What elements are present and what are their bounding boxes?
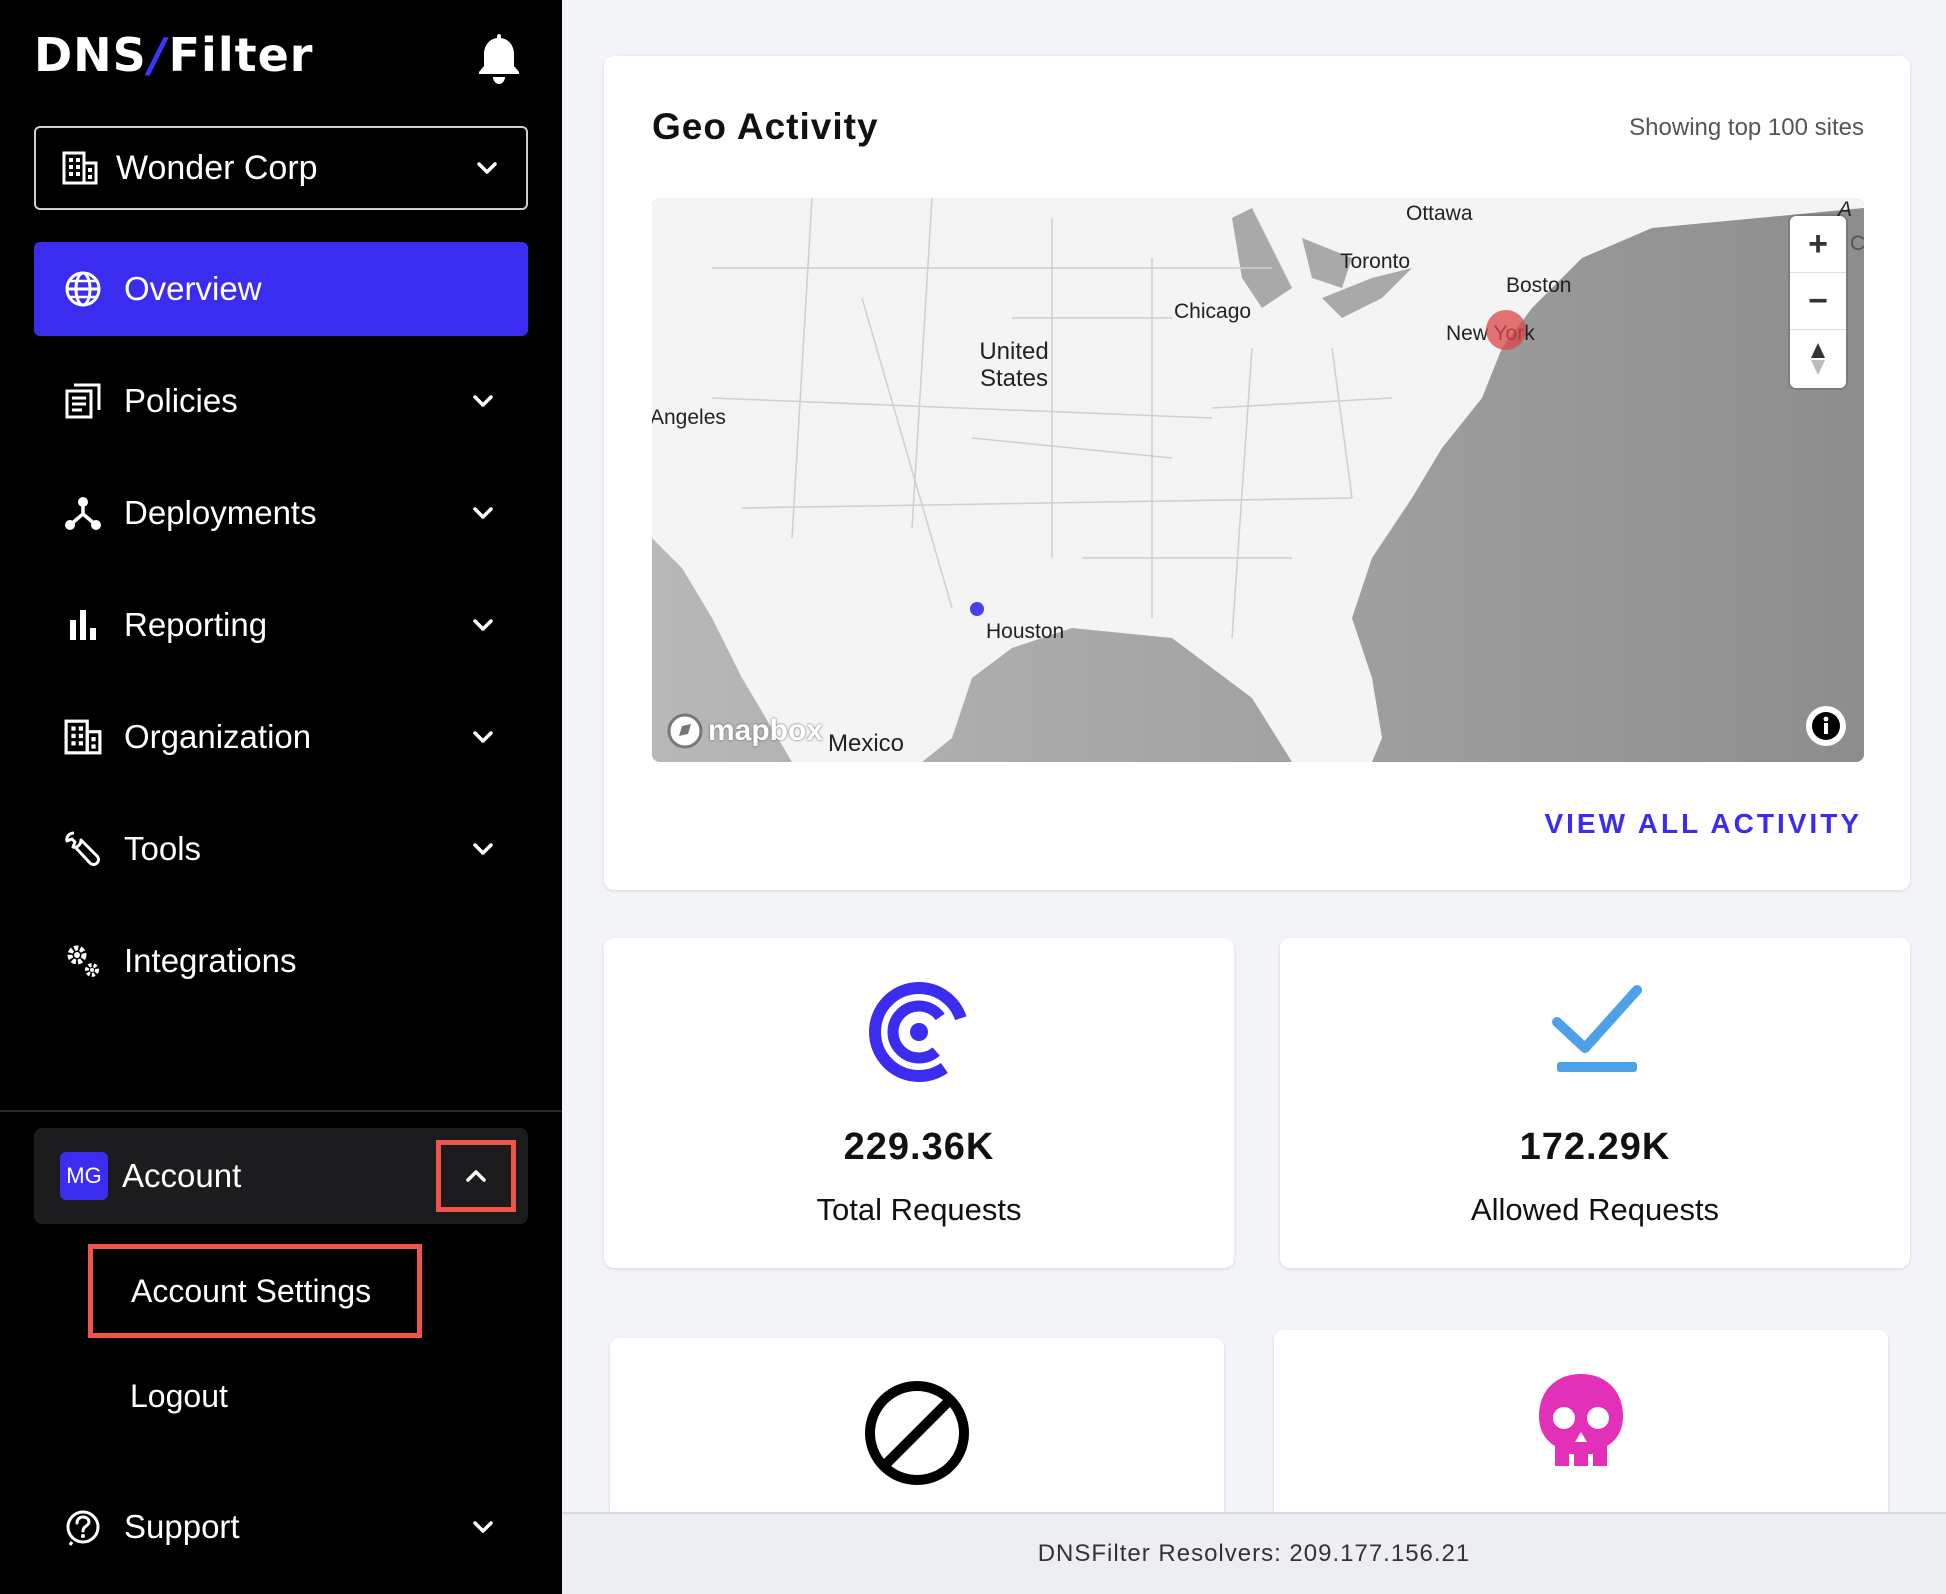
gears-icon: [67, 945, 99, 977]
compass-icon: [1811, 342, 1825, 375]
map-label-edge-c: C: [1850, 232, 1864, 255]
allowed-requests-label: Allowed Requests: [1470, 1192, 1720, 1227]
building-icon: [64, 719, 102, 755]
dnsfilter-logo[interactable]: DNS/Filter: [34, 28, 313, 82]
avatar: MG: [60, 1152, 108, 1200]
sidebar-divider: [0, 1110, 562, 1112]
mapbox-label: mapbox: [708, 714, 824, 747]
zoom-out-button[interactable]: −: [1790, 273, 1846, 330]
geo-map[interactable]: Ottawa Toronto Boston Chicago New York U…: [652, 198, 1864, 762]
sidebar-item-tools[interactable]: Tools: [34, 802, 528, 896]
footer: DNSFilter Resolvers: 209.177.156.21: [562, 1512, 1946, 1594]
block-icon: [865, 1381, 969, 1485]
sidebar-item-integrations[interactable]: Integrations: [34, 914, 528, 1008]
sidebar-item-label: Support: [124, 1508, 240, 1545]
map-label-boston: Boston: [1506, 274, 1572, 297]
allowed-requests-card[interactable]: 172.29K Allowed Requests: [1280, 938, 1910, 1268]
allowed-requests-value: 172.29K: [1519, 1126, 1671, 1168]
geo-activity-card: Geo Activity Showing top 100 sites: [604, 56, 1910, 890]
sidebar-item-overview[interactable]: Overview: [34, 242, 528, 336]
globe-icon: [65, 271, 101, 307]
account-collapse-button[interactable]: [436, 1140, 516, 1212]
chevron-up-icon: [466, 1170, 486, 1182]
compass-button[interactable]: [1790, 330, 1846, 387]
building-icon: [62, 151, 98, 185]
info-icon: [1812, 712, 1840, 740]
sidebar-item-label: Organization: [124, 718, 312, 755]
resolvers-text: DNSFilter Resolvers: 209.177.156.21: [1037, 1540, 1471, 1567]
sidebar-item-label: Overview: [124, 270, 262, 307]
account-settings-label: Account Settings: [131, 1272, 372, 1309]
mapbox-icon: [667, 713, 703, 749]
main-content: Geo Activity Showing top 100 sites: [562, 0, 1946, 1594]
map-marker-new-york[interactable]: [1486, 310, 1526, 350]
logo-text-right: Filter: [168, 28, 314, 82]
total-requests-label: Total Requests: [816, 1192, 1022, 1227]
logo-text-left: DNS: [34, 28, 147, 82]
sidebar-item-support[interactable]: Support: [34, 1480, 528, 1574]
policies-icon: [65, 383, 101, 419]
sidebar-item-label: Policies: [124, 382, 238, 419]
sidebar-item-deployments[interactable]: Deployments: [34, 466, 528, 560]
account-label: Account: [122, 1157, 242, 1194]
chevron-down-icon: [477, 162, 497, 174]
bar-chart-icon: [70, 610, 96, 640]
view-all-activity-link[interactable]: VIEW ALL ACTIVITY: [1544, 808, 1862, 839]
map-zoom-controls: + −: [1790, 216, 1846, 388]
map-label-houston: Houston: [986, 620, 1065, 643]
chevron-down-icon: [473, 507, 493, 519]
map-label-los-angeles: Angeles: [652, 406, 726, 429]
sidebar-item-organization[interactable]: Organization: [34, 690, 528, 784]
total-requests-card[interactable]: 229.36K Total Requests: [604, 938, 1234, 1268]
account-menu[interactable]: MG Account: [34, 1128, 528, 1224]
mapbox-logo[interactable]: mapbox: [666, 712, 823, 750]
deployments-icon: [65, 497, 101, 530]
sidebar-item-label: Reporting: [124, 606, 268, 643]
map-label-ottawa: Ottawa: [1406, 202, 1473, 225]
sidebar-item-label: Deployments: [124, 494, 317, 531]
geo-activity-subtitle: Showing top 100 sites: [1629, 114, 1864, 141]
skull-icon: [1539, 1374, 1623, 1466]
bell-icon[interactable]: [474, 30, 524, 86]
logo-slash: /: [148, 28, 167, 82]
sidebar-item-policies[interactable]: Policies: [34, 354, 528, 448]
account-settings-link[interactable]: Account Settings: [88, 1244, 422, 1338]
chevron-down-icon: [473, 731, 493, 743]
chevron-down-icon: [473, 843, 493, 855]
chevron-down-icon: [473, 1521, 493, 1533]
map-label-mexico: Mexico: [828, 730, 905, 757]
organization-select-value: Wonder Corp: [116, 148, 318, 187]
sidebar-item-label: Integrations: [124, 942, 297, 979]
chevron-down-icon: [473, 395, 493, 407]
wrench-icon: [65, 831, 100, 866]
organization-select[interactable]: Wonder Corp: [34, 126, 528, 210]
map-label-toronto: Toronto: [1340, 250, 1411, 273]
broadcast-icon: [869, 982, 969, 1082]
logo-row: DNS/Filter: [34, 24, 524, 94]
map-label-edge-a: A: [1838, 198, 1853, 221]
chevron-down-icon: [473, 619, 493, 631]
map-info-button[interactable]: [1806, 706, 1846, 746]
help-circle-icon: [66, 1510, 100, 1546]
map-label-chicago: Chicago: [1174, 300, 1252, 323]
zoom-in-button[interactable]: +: [1790, 216, 1846, 273]
checkmark-icon: [1552, 985, 1642, 1072]
sidebar-item-label: Tools: [124, 830, 202, 867]
geo-activity-title: Geo Activity: [652, 106, 879, 147]
total-requests-value: 229.36K: [843, 1126, 995, 1168]
map-marker-houston[interactable]: [970, 602, 984, 616]
sidebar-item-reporting[interactable]: Reporting: [34, 578, 528, 672]
logout-link[interactable]: Logout: [130, 1378, 228, 1414]
map-label-united-states: United States: [979, 338, 1049, 392]
map-background: [652, 198, 1864, 762]
sidebar: DNS/Filter Wonder Corp Overview: [0, 0, 562, 1594]
